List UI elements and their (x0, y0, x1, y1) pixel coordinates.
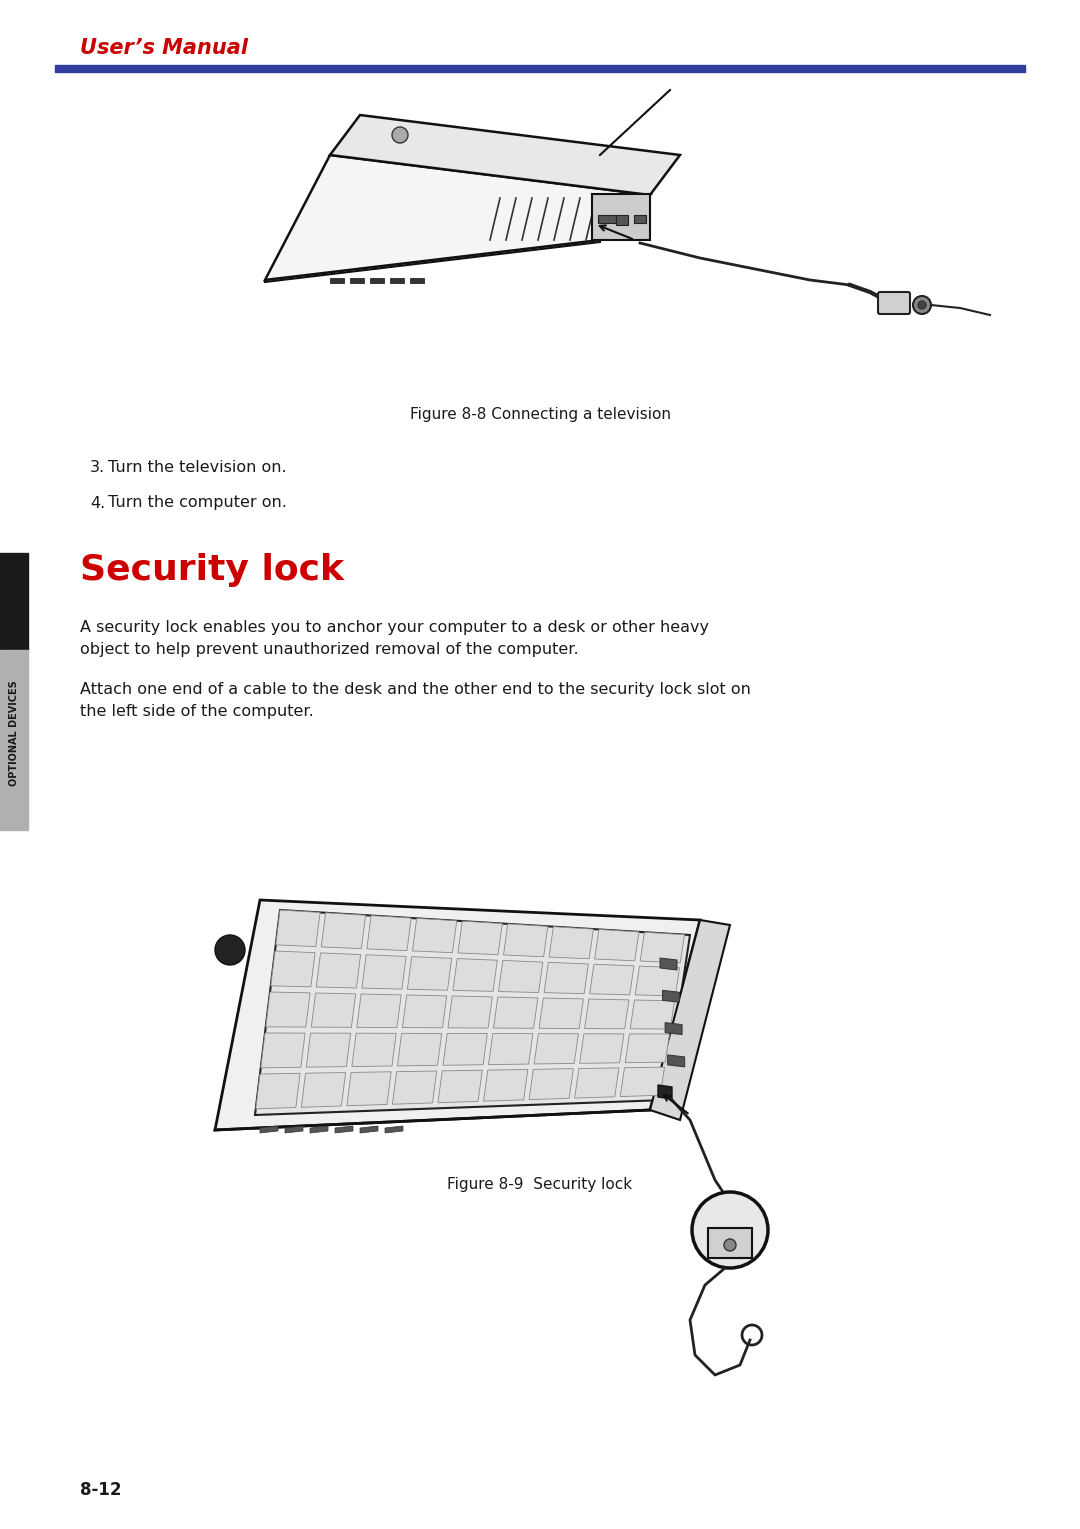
Circle shape (392, 127, 408, 144)
Polygon shape (310, 1125, 328, 1133)
Text: 3.: 3. (90, 460, 105, 474)
Polygon shape (631, 1000, 675, 1029)
Bar (390, 278, 404, 283)
Polygon shape (529, 1069, 573, 1099)
Polygon shape (448, 995, 492, 1027)
Polygon shape (255, 910, 690, 1115)
Polygon shape (650, 920, 730, 1121)
Text: Figure 8-9  Security lock: Figure 8-9 Security lock (447, 1177, 633, 1193)
Polygon shape (660, 959, 677, 969)
Polygon shape (407, 957, 451, 991)
Bar (0, 650, 28, 830)
Text: Security lock: Security lock (80, 553, 345, 587)
Text: object to help prevent unauthorized removal of the computer.: object to help prevent unauthorized remo… (80, 642, 579, 657)
Polygon shape (488, 1034, 532, 1064)
Text: the left side of the computer.: the left side of the computer. (80, 703, 314, 719)
Bar (634, 216, 646, 223)
Polygon shape (494, 997, 538, 1029)
Polygon shape (265, 154, 650, 280)
Text: Attach one end of a cable to the desk and the other end to the security lock slo: Attach one end of a cable to the desk an… (80, 682, 751, 697)
Circle shape (918, 301, 926, 309)
Bar (55, 66, 1025, 72)
Polygon shape (640, 933, 685, 963)
Polygon shape (316, 953, 361, 988)
Polygon shape (595, 930, 639, 960)
Polygon shape (580, 1034, 624, 1063)
Polygon shape (658, 1086, 672, 1099)
Polygon shape (438, 1070, 483, 1102)
Text: User’s Manual: User’s Manual (80, 38, 248, 58)
Polygon shape (549, 927, 593, 959)
Polygon shape (260, 1125, 278, 1133)
Polygon shape (535, 1034, 579, 1064)
Polygon shape (215, 901, 700, 1130)
Polygon shape (484, 1069, 528, 1101)
Polygon shape (453, 959, 497, 991)
Polygon shape (335, 1125, 353, 1133)
Circle shape (692, 1193, 768, 1268)
Polygon shape (271, 951, 315, 986)
Polygon shape (311, 992, 355, 1027)
Polygon shape (584, 998, 629, 1029)
Polygon shape (590, 965, 634, 995)
Text: Turn the television on.: Turn the television on. (108, 460, 286, 474)
Polygon shape (362, 954, 406, 989)
FancyBboxPatch shape (878, 292, 910, 313)
Polygon shape (539, 998, 583, 1029)
Polygon shape (285, 1125, 303, 1133)
Polygon shape (330, 115, 680, 196)
Polygon shape (256, 1073, 300, 1109)
Polygon shape (352, 1034, 396, 1067)
Text: OPTIONAL DEVICES: OPTIONAL DEVICES (9, 680, 19, 786)
Polygon shape (360, 1125, 378, 1133)
Polygon shape (665, 1023, 683, 1035)
Text: 4.: 4. (90, 495, 105, 511)
Polygon shape (260, 1034, 305, 1067)
Polygon shape (397, 1034, 442, 1066)
Bar (330, 278, 345, 283)
Polygon shape (367, 916, 411, 951)
Polygon shape (667, 1055, 685, 1067)
Polygon shape (458, 920, 502, 954)
Polygon shape (356, 994, 401, 1027)
Polygon shape (403, 995, 447, 1027)
Polygon shape (301, 1072, 346, 1107)
Polygon shape (625, 1034, 670, 1063)
Bar (350, 278, 364, 283)
Text: 8-12: 8-12 (80, 1482, 121, 1498)
Text: A security lock enables you to anchor your computer to a desk or other heavy: A security lock enables you to anchor yo… (80, 619, 708, 635)
Bar (370, 278, 384, 283)
Bar (708, 1228, 752, 1258)
Polygon shape (499, 960, 543, 992)
Polygon shape (575, 1067, 619, 1098)
Polygon shape (544, 962, 589, 994)
Polygon shape (413, 919, 457, 953)
Bar (0, 553, 28, 650)
Polygon shape (275, 910, 320, 946)
Text: Turn the computer on.: Turn the computer on. (108, 495, 287, 511)
Polygon shape (347, 1072, 391, 1105)
Polygon shape (662, 991, 679, 1003)
Polygon shape (322, 913, 366, 948)
Polygon shape (443, 1034, 487, 1066)
Polygon shape (635, 966, 679, 995)
Circle shape (724, 1238, 735, 1251)
Polygon shape (392, 1070, 436, 1104)
Bar (598, 216, 616, 223)
Bar (410, 278, 424, 283)
Bar (616, 216, 627, 225)
Circle shape (215, 936, 245, 965)
Polygon shape (620, 1067, 664, 1096)
Polygon shape (503, 924, 548, 957)
Polygon shape (307, 1034, 351, 1067)
Text: Figure 8-8 Connecting a television: Figure 8-8 Connecting a television (409, 408, 671, 422)
Polygon shape (266, 992, 310, 1027)
Bar (592, 194, 650, 240)
Polygon shape (384, 1125, 403, 1133)
Circle shape (913, 297, 931, 313)
